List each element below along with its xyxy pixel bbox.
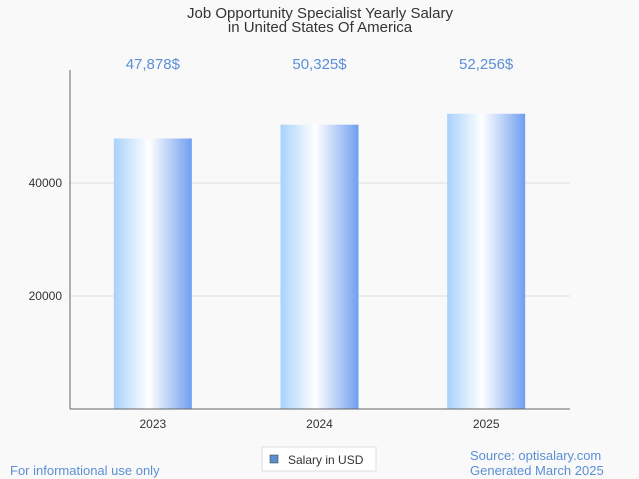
footer-disclaimer: For informational use only <box>10 463 160 478</box>
legend[interactable]: Salary in USD <box>261 446 377 472</box>
data-labels: 47,878$ 50,325$ 52,256$ <box>126 56 514 73</box>
bar-2024[interactable] <box>280 124 359 409</box>
bars <box>113 113 526 409</box>
x-tick-label-2025: 2025 <box>473 417 500 431</box>
axis-ticks: 20000 40000 2023 2024 2025 <box>29 176 500 431</box>
x-tick-label-2023: 2023 <box>139 417 166 431</box>
x-tick-label-2024: 2024 <box>306 417 333 431</box>
y-tick-label-20000: 20000 <box>29 289 63 303</box>
chart-title-line-2: in United States Of America <box>228 19 413 36</box>
data-label-2023: 47,878$ <box>126 56 181 73</box>
bar-2025[interactable] <box>447 113 526 409</box>
footer-source: Source: optisalary.com <box>470 448 601 463</box>
data-label-2025: 52,256$ <box>459 56 514 73</box>
chart-title-line-1: Job Opportunity Specialist Yearly Salary <box>187 5 453 22</box>
data-label-2024: 50,325$ <box>292 56 347 73</box>
legend-swatch <box>269 454 279 464</box>
legend-label: Salary in USD <box>288 453 364 467</box>
footer-generated: Generated March 2025 <box>470 463 604 478</box>
y-tick-label-40000: 40000 <box>29 176 63 190</box>
legend-box <box>261 446 377 472</box>
bar-2023[interactable] <box>113 138 192 409</box>
